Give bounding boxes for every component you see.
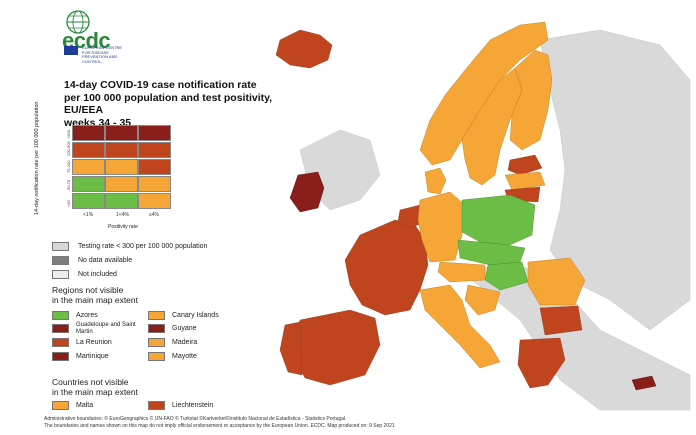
- matrix-cell: [138, 159, 171, 175]
- matrix-cell: [72, 125, 105, 141]
- regions-title-line-1: Regions not visible: [52, 285, 124, 295]
- matrix-cell: [72, 159, 105, 175]
- region-italy: [419, 284, 501, 369]
- matrix-cell: [105, 159, 138, 175]
- region-label: Madeira: [172, 339, 198, 346]
- title-line-2: per 100 000 population and test positivi…: [64, 91, 273, 117]
- matrix-xtick: <1%: [83, 212, 94, 218]
- countries-title-line-1: Countries not visible: [52, 377, 129, 387]
- countries-title: Countries not visible in the main map ex…: [52, 377, 138, 397]
- region-spain: [291, 309, 381, 386]
- regions-title: Regions not visible in the main map exte…: [52, 285, 138, 305]
- matrix-cell: [72, 142, 105, 158]
- countries-title-line-2: in the main map extent: [52, 387, 138, 397]
- matrix-ytick: 50-75: [66, 179, 71, 190]
- swatch-not-included: [52, 270, 69, 279]
- region-label: La Reunion: [76, 339, 112, 346]
- country-label: Malta: [76, 402, 94, 409]
- matrix-cell: [105, 176, 138, 192]
- country-swatch: [52, 401, 69, 410]
- region-label: Canary Islands: [172, 312, 219, 319]
- region-label: Martinique: [76, 353, 109, 360]
- swatch-testing: [52, 242, 69, 251]
- matrix-cell: [138, 176, 171, 192]
- region-hungary: [484, 261, 529, 291]
- swatch-no-data: [52, 256, 69, 265]
- region-austria: [437, 261, 486, 283]
- matrix-cell: [72, 193, 105, 209]
- title-line-1: 14-day COVID-19 case notification rate: [64, 79, 257, 91]
- region-portugal: [279, 321, 303, 376]
- legend-matrix: <1% 1<4% ≥4% >500 200-500 75-200 50-75 <50: [58, 115, 188, 235]
- region-greece: [517, 337, 566, 389]
- footer-line-1: Administrative boundaries: © EuroGeograp…: [44, 416, 347, 422]
- matrix-xlabel: Positivity rate: [108, 224, 138, 230]
- country-label: Liechtenstein: [172, 402, 214, 409]
- region-swatch: [52, 324, 69, 333]
- legend-not-included: Not included: [78, 271, 117, 278]
- region-bulgaria: [539, 305, 583, 336]
- matrix-cell: [105, 193, 138, 209]
- region-label: Azores: [76, 312, 98, 319]
- region-latvia: [504, 171, 546, 191]
- region-czechia-slovakia: [457, 239, 526, 266]
- country-swatch: [148, 401, 165, 410]
- matrix-cell: [138, 193, 171, 209]
- region-sweden: [461, 67, 523, 186]
- region-norway: [419, 21, 549, 166]
- matrix-ylabel: 14-day notification rate per 100 000 pop…: [34, 101, 40, 215]
- matrix-cell: [138, 142, 171, 158]
- region-iceland: [275, 29, 333, 69]
- ecdc-logo: [66, 10, 90, 34]
- matrix-ytick: 200-500: [66, 141, 71, 156]
- region-france: [344, 219, 429, 316]
- region-swatch: [148, 324, 165, 333]
- matrix-xtick: 1<4%: [116, 212, 129, 218]
- region-swatch: [52, 311, 69, 320]
- region-swatch: [148, 311, 165, 320]
- matrix-ytick: >500: [66, 129, 71, 139]
- matrix-ytick: <50: [66, 200, 71, 207]
- region-cyprus: [631, 375, 657, 391]
- region-germany: [417, 191, 466, 263]
- region-finland: [509, 49, 553, 151]
- matrix-cell: [105, 125, 138, 141]
- region-denmark: [424, 167, 447, 195]
- matrix-cell: [105, 142, 138, 158]
- region-swatch: [52, 338, 69, 347]
- eu-flag-icon: [64, 46, 78, 55]
- region-croatia: [464, 284, 501, 316]
- footer-line-2: The boundaries and names shown on this m…: [44, 422, 395, 429]
- map-title: 14-day COVID-19 case notification rate p…: [64, 79, 294, 129]
- region-ireland: [289, 171, 325, 213]
- region-swatch: [52, 352, 69, 361]
- regions-title-line-2: in the main map extent: [52, 295, 138, 305]
- region-swatch: [148, 352, 165, 361]
- matrix-cell: [138, 125, 171, 141]
- region-label: Mayotte: [172, 353, 197, 360]
- logo-subtitle: EUROPEAN CENTRE FOR DISEASE PREVENTION A…: [82, 45, 123, 64]
- region-estonia: [507, 154, 543, 176]
- region-romania: [527, 257, 586, 306]
- region-label: Guadeloupe and Saint Martin: [76, 322, 136, 335]
- region-poland: [461, 194, 536, 246]
- region-label: Guyane: [172, 325, 197, 332]
- region-swatch: [148, 338, 165, 347]
- matrix-cell: [72, 176, 105, 192]
- footer: Administrative boundaries: © EuroGeograp…: [44, 416, 644, 429]
- legend-testing: Testing rate < 300 per 100 000 populatio…: [78, 243, 208, 250]
- matrix-xtick: ≥4%: [149, 212, 159, 218]
- matrix-ytick: 75-200: [66, 160, 71, 173]
- legend-no-data: No data available: [78, 257, 133, 264]
